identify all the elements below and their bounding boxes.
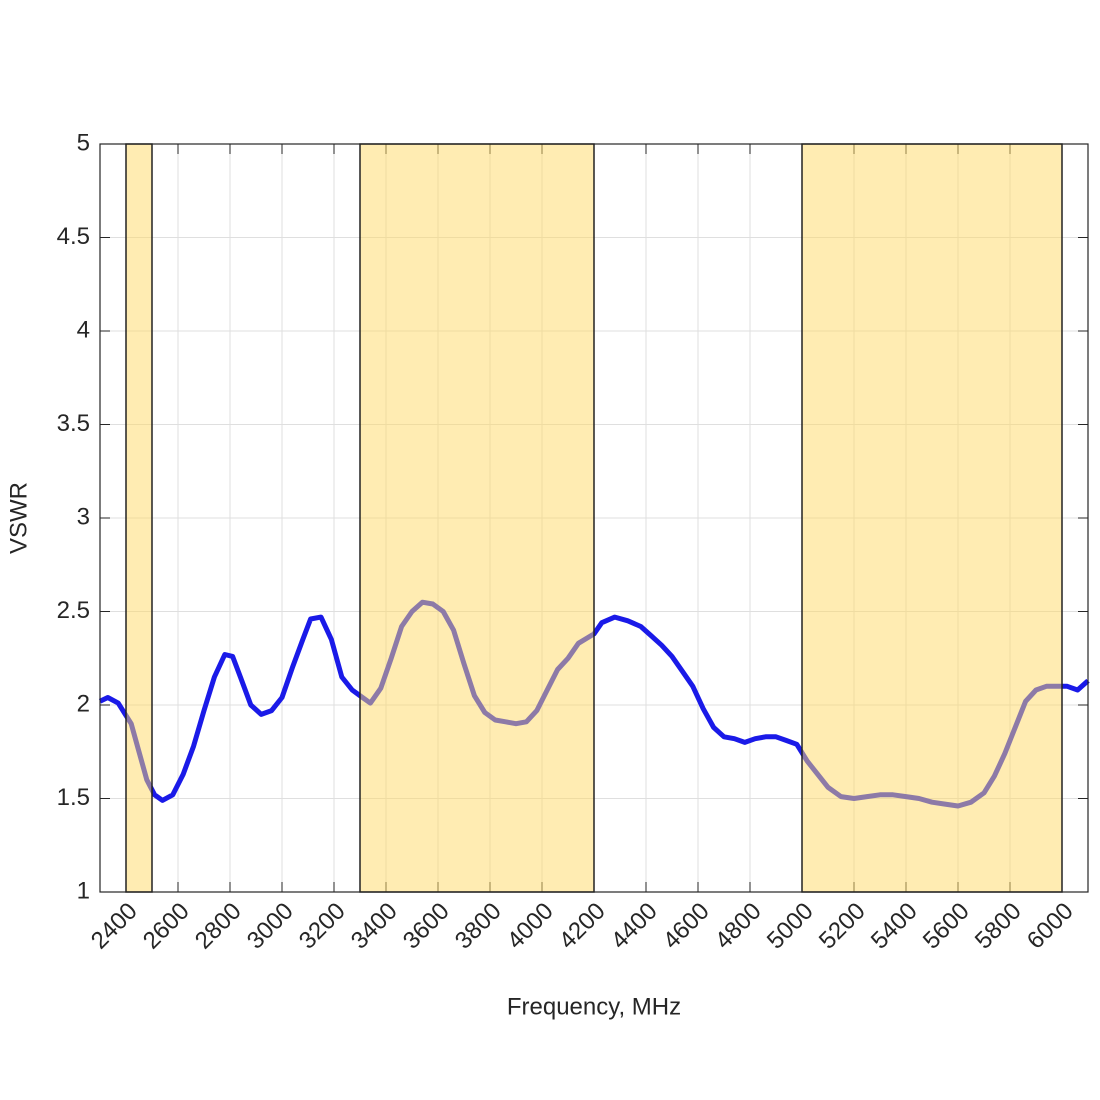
x-tick-label: 5400 <box>866 898 923 955</box>
x-tick-label: 2800 <box>190 898 247 955</box>
x-tick-label: 4600 <box>658 898 715 955</box>
y-tick-label: 2.5 <box>57 597 90 624</box>
y-tick-label: 5 <box>77 129 90 156</box>
x-tick-label: 3800 <box>450 898 507 955</box>
x-tick-label: 3200 <box>294 898 351 955</box>
x-tick-label: 4400 <box>606 898 663 955</box>
y-tick-label: 3 <box>77 503 90 530</box>
x-tick-label: 3600 <box>398 898 455 955</box>
x-axis-label: Frequency, MHz <box>507 993 681 1020</box>
y-tick-label: 1.5 <box>57 784 90 811</box>
x-tick-label: 5000 <box>762 898 819 955</box>
x-tick-label: 5800 <box>970 898 1027 955</box>
band <box>125 143 153 893</box>
y-tick-label: 3.5 <box>57 410 90 437</box>
axes-box <box>99 143 1089 893</box>
band <box>801 143 1063 893</box>
band <box>359 143 595 893</box>
y-axis-label: VSWR <box>5 482 32 554</box>
y-tick-label: 4.5 <box>57 223 90 250</box>
x-tick-label: 4200 <box>554 898 611 955</box>
x-tick-label: 4800 <box>710 898 767 955</box>
x-tick-label: 3400 <box>346 898 403 955</box>
y-tick-label: 2 <box>77 690 90 717</box>
x-tick-label: 2400 <box>86 898 143 955</box>
x-tick-label: 5200 <box>814 898 871 955</box>
x-tick-label: 3000 <box>242 898 299 955</box>
x-tick-label: 4000 <box>502 898 559 955</box>
x-tick-label: 6000 <box>1022 898 1079 955</box>
x-tick-label: 5600 <box>918 898 975 955</box>
y-tick-label: 1 <box>77 877 90 904</box>
y-tick-label: 4 <box>77 316 90 343</box>
x-tick-label: 2600 <box>138 898 195 955</box>
